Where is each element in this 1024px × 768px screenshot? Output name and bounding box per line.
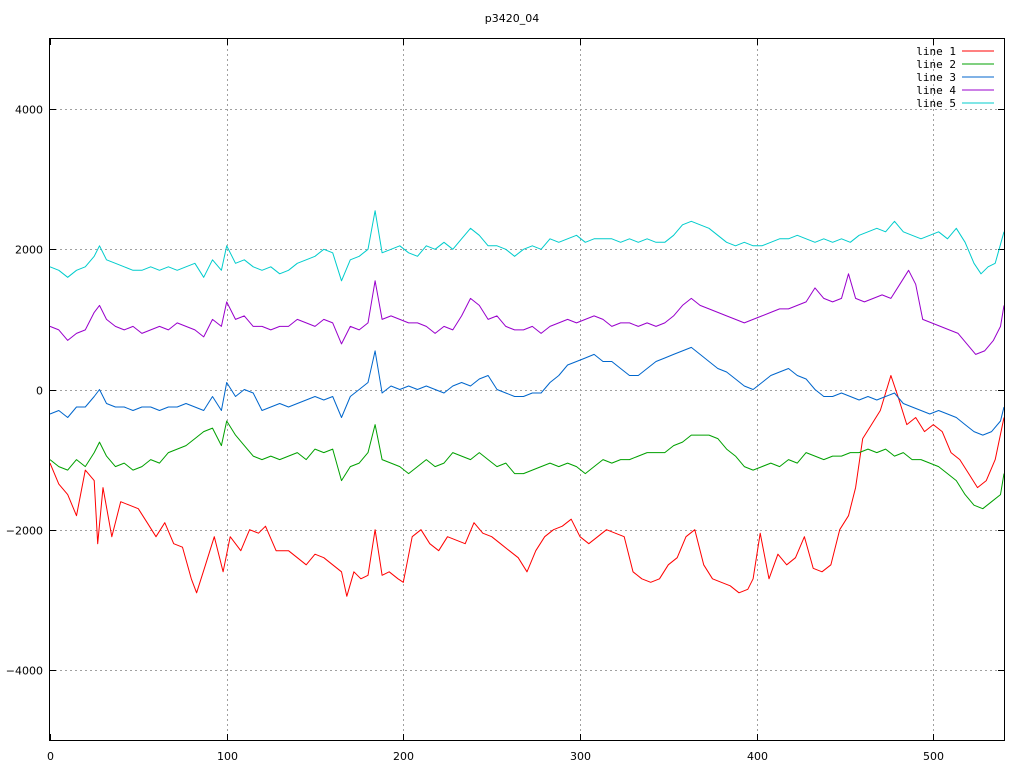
grid-lines — [50, 39, 1004, 740]
x-tick-label: 500 — [923, 750, 944, 763]
legend-label-3: line 3 — [916, 71, 956, 84]
x-tick-label: 200 — [393, 750, 414, 763]
y-axis: −4000 −2000 0 2000 4000 — [6, 104, 1004, 678]
chart-title: p3420_04 — [485, 12, 539, 25]
y-tick-label: −2000 — [6, 525, 43, 538]
x-axis: 0 100 200 300 400 500 — [47, 39, 944, 763]
y-tick-label: 0 — [36, 385, 43, 398]
x-tick-label: 400 — [747, 750, 768, 763]
series-group — [49, 210, 1005, 597]
y-tick-label: 2000 — [15, 244, 43, 257]
series-line-5 — [49, 210, 1005, 282]
plot-frame — [49, 38, 1005, 741]
legend-label-2: line 2 — [916, 58, 956, 71]
x-tick-label: 0 — [47, 750, 54, 763]
legend-label-5: line 5 — [916, 97, 956, 110]
legend-label-4: line 4 — [916, 84, 956, 97]
y-tick-label: −4000 — [6, 665, 43, 678]
series-line-4 — [49, 269, 1005, 355]
series-line-2 — [49, 420, 1005, 510]
legend-label-1: line 1 — [916, 45, 956, 58]
series-line-1 — [49, 375, 1005, 597]
series-line-3 — [49, 346, 1005, 436]
x-tick-label: 300 — [570, 750, 591, 763]
x-tick-label: 100 — [217, 750, 238, 763]
y-tick-label: 4000 — [15, 104, 43, 117]
